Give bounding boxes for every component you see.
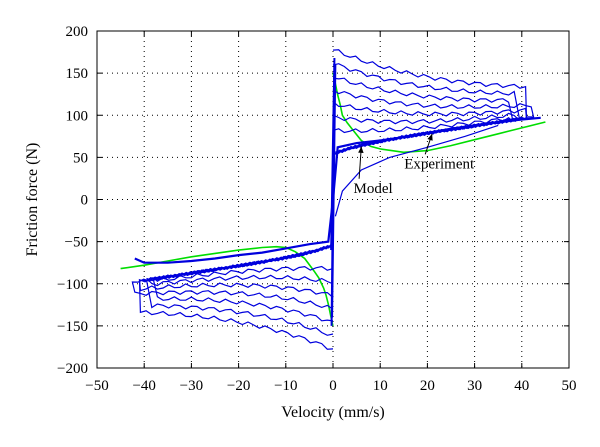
annotation-experiment: Experiment bbox=[404, 156, 475, 172]
experiment-loop bbox=[145, 246, 334, 336]
x-tick-label: 40 bbox=[514, 378, 529, 394]
y-axis-label: Friction force (N) bbox=[24, 143, 41, 257]
x-tick-label: 30 bbox=[467, 378, 482, 394]
y-tick-label: 0 bbox=[81, 193, 89, 209]
x-tick-label: 50 bbox=[562, 378, 577, 394]
arrow-head bbox=[427, 133, 433, 141]
experiment-stiction bbox=[330, 57, 337, 326]
arrow-head bbox=[358, 146, 364, 154]
annotation-model: Model bbox=[354, 181, 393, 197]
y-tick-label: −50 bbox=[65, 235, 88, 251]
x-axis-label: Velocity (mm/s) bbox=[281, 404, 385, 421]
experiment-loop bbox=[138, 243, 334, 298]
experiment-loop bbox=[131, 246, 334, 310]
y-tick-label: 100 bbox=[66, 108, 89, 124]
x-tick-label: 0 bbox=[329, 378, 337, 394]
x-tick-label: −10 bbox=[274, 378, 297, 394]
x-tick-label: −30 bbox=[180, 378, 203, 394]
y-tick-label: −200 bbox=[57, 361, 88, 377]
experiment-series bbox=[134, 116, 541, 264]
x-tick-label: −40 bbox=[132, 378, 155, 394]
y-tick-label: 200 bbox=[66, 24, 89, 40]
y-tick-label: −150 bbox=[57, 319, 88, 335]
experiment-startup bbox=[334, 124, 499, 217]
y-tick-label: −100 bbox=[57, 277, 88, 293]
data-curves bbox=[120, 49, 546, 350]
annotations: Experiment Model bbox=[354, 133, 475, 197]
x-tick-label: 20 bbox=[420, 378, 435, 394]
x-tick-label: −20 bbox=[227, 378, 250, 394]
x-tick-label: −50 bbox=[85, 378, 108, 394]
experiment-loop bbox=[152, 245, 334, 322]
tick-labels: −50 −40 −30 −20 −10 0 10 20 30 40 50−200−150−100−5… bbox=[57, 24, 576, 394]
y-tick-label: 150 bbox=[66, 66, 89, 82]
x-tick-label: 10 bbox=[373, 378, 388, 394]
experiment-loop bbox=[138, 244, 334, 350]
y-tick-label: 50 bbox=[73, 150, 88, 166]
